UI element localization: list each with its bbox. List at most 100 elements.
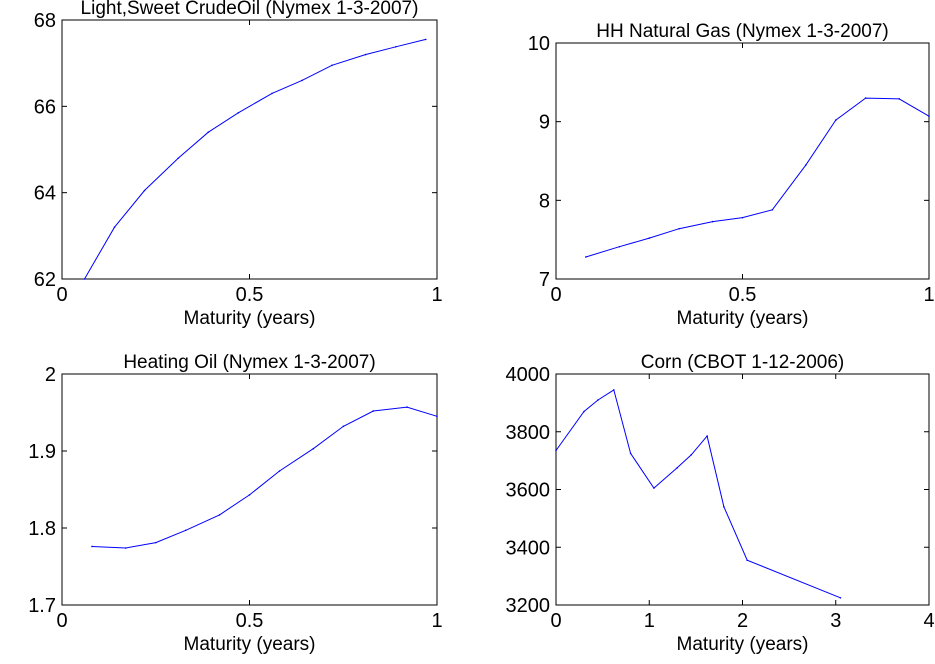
data-point xyxy=(555,449,557,452)
y-tick-label: 3200 xyxy=(506,595,551,617)
data-point xyxy=(864,97,867,99)
data-point xyxy=(711,220,714,223)
data-point xyxy=(177,157,180,159)
data-point xyxy=(124,547,127,549)
series-line xyxy=(91,406,438,549)
y-tick-label: 10 xyxy=(528,33,550,55)
data-point xyxy=(771,208,774,211)
x-tick-label: 1 xyxy=(644,610,655,632)
data-point xyxy=(436,415,438,418)
y-tick-label: 3400 xyxy=(506,537,551,559)
data-point xyxy=(143,189,146,192)
y-tick-label: 7 xyxy=(539,269,550,291)
x-tick-label: 0.5 xyxy=(236,610,264,632)
x-tick-label: 4 xyxy=(923,610,934,632)
chart-title: Light,Sweet CrudeOil (Nymex 1-3-2007) xyxy=(81,0,419,19)
x-tick-label: 0 xyxy=(56,284,67,306)
panel-natural-gas: 0 0.5 1 7 8 9 10 HH Natural Gas (Nymex 1-3-2007… xyxy=(528,21,935,329)
data-point xyxy=(690,454,693,456)
y-tick-label: 1.7 xyxy=(28,595,56,617)
data-point xyxy=(406,406,408,408)
data-point xyxy=(613,389,615,391)
panel-corn: 0 1 2 3 4 3200 3400 3600 3800 4000 Corn (CBOT 1-12… xyxy=(506,352,935,655)
x-tick-label: 0 xyxy=(550,610,561,632)
x-tick-label: 3 xyxy=(830,610,841,632)
y-tick-label: 4000 xyxy=(506,364,551,386)
y-tick-label: 8 xyxy=(539,190,550,212)
data-point xyxy=(372,410,375,412)
data-point xyxy=(678,227,680,230)
x-tick-label: 0 xyxy=(550,284,561,306)
data-point xyxy=(834,119,837,121)
data-point xyxy=(746,559,748,562)
data-point xyxy=(597,399,599,401)
x-axis-label: Maturity (years) xyxy=(677,308,809,329)
y-tick-label: 1.8 xyxy=(28,518,56,540)
x-tick-label: 1 xyxy=(923,284,934,306)
x-axis-label: Maturity (years) xyxy=(184,634,316,655)
data-point xyxy=(301,79,303,82)
y-tick-label: 68 xyxy=(34,10,56,32)
data-point xyxy=(83,278,86,280)
y-tick-label: 3600 xyxy=(506,480,551,502)
chart-title: Heating Oil (Nymex 1-3-2007) xyxy=(123,352,375,373)
y-tick-label: 9 xyxy=(539,112,550,134)
x-tick-label: 0.5 xyxy=(729,284,757,306)
data-point xyxy=(184,529,187,532)
y-tick-label: 66 xyxy=(34,96,56,118)
chart-title: Corn (CBOT 1-12-2006) xyxy=(641,352,844,373)
data-point xyxy=(648,237,651,239)
x-tick-label: 2 xyxy=(737,610,748,632)
data-point xyxy=(653,487,655,489)
data-point xyxy=(585,256,587,258)
data-point xyxy=(312,447,315,450)
x-axis-label: Maturity (years) xyxy=(677,634,809,655)
series-line xyxy=(555,389,841,599)
data-point xyxy=(113,226,116,228)
data-point xyxy=(207,131,210,134)
data-point xyxy=(248,494,251,496)
data-point xyxy=(928,115,930,117)
x-tick-label: 1 xyxy=(431,284,442,306)
panel-heating-oil: 0 0.5 1 1.7 1.8 1.9 2 Heating Oil (Nymex 1-3-20… xyxy=(28,352,442,655)
plot-frame xyxy=(555,373,930,606)
data-point xyxy=(618,245,621,248)
y-tick-label: 1.9 xyxy=(28,441,56,463)
x-tick-label: 0 xyxy=(56,610,67,632)
data-point xyxy=(629,452,632,455)
data-point xyxy=(154,541,157,544)
data-point xyxy=(741,216,744,219)
series-line xyxy=(84,38,426,280)
data-point xyxy=(91,545,93,548)
plot-frame xyxy=(61,19,438,280)
y-tick-label: 64 xyxy=(34,183,56,205)
data-point xyxy=(805,164,807,166)
data-point xyxy=(394,45,397,48)
data-point xyxy=(237,112,240,114)
data-point xyxy=(331,64,333,67)
series-line xyxy=(585,97,930,258)
plot-frame xyxy=(555,42,930,280)
chart-title: HH Natural Gas (Nymex 1-3-2007) xyxy=(596,21,888,42)
data-point xyxy=(898,98,900,100)
data-point xyxy=(278,470,281,472)
x-tick-label: 1 xyxy=(431,610,442,632)
data-point xyxy=(364,53,367,56)
data-point xyxy=(676,467,679,469)
y-tick-label: 62 xyxy=(34,269,56,291)
y-tick-label: 2 xyxy=(45,364,56,386)
x-axis-label: Maturity (years) xyxy=(184,308,316,329)
data-point xyxy=(583,410,585,413)
data-point xyxy=(342,425,345,428)
y-tick-label: 3800 xyxy=(506,422,551,444)
x-tick-label: 0.5 xyxy=(236,284,264,306)
panel-crude-oil: 0 0.5 1 62 64 66 68 Light,Sweet CrudeOil (Nymex… xyxy=(34,0,443,329)
data-point xyxy=(723,506,725,508)
data-point xyxy=(424,38,427,41)
plot-frame xyxy=(61,373,438,606)
data-point xyxy=(706,435,708,437)
data-point xyxy=(839,596,842,599)
data-point xyxy=(218,514,221,516)
data-point xyxy=(271,92,273,95)
